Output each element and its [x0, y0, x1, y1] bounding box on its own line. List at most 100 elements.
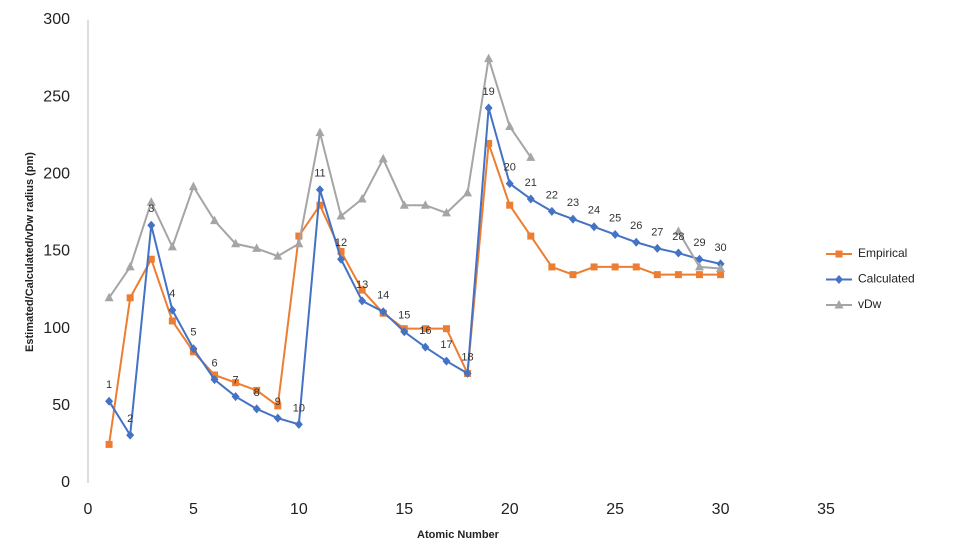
marker — [463, 368, 472, 378]
marker — [674, 248, 683, 258]
marker — [569, 271, 577, 279]
point-label: 9 — [275, 396, 281, 408]
point-label: 3 — [148, 203, 154, 215]
marker — [126, 294, 134, 302]
point-label: 26 — [630, 220, 642, 232]
marker — [146, 197, 156, 206]
point-label: 4 — [169, 288, 175, 300]
marker — [125, 261, 135, 271]
y-tick-label: 100 — [43, 320, 70, 337]
marker — [378, 153, 388, 163]
marker — [252, 243, 262, 252]
point-label: 15 — [398, 310, 410, 322]
marker — [273, 251, 283, 260]
marker — [611, 230, 620, 240]
point-label: 14 — [377, 290, 389, 302]
marker — [547, 206, 556, 216]
marker — [695, 271, 703, 279]
point-label: 30 — [714, 242, 726, 254]
marker — [484, 53, 494, 63]
marker — [527, 232, 535, 240]
marker — [167, 241, 177, 251]
marker — [716, 263, 726, 272]
legend-label: Calculated — [858, 272, 915, 286]
marker — [231, 238, 241, 248]
marker — [294, 238, 304, 248]
marker — [188, 181, 198, 191]
series-line — [108, 58, 721, 299]
marker — [253, 386, 261, 394]
marker — [189, 344, 198, 354]
marker — [506, 201, 514, 209]
marker — [337, 248, 345, 255]
marker — [632, 237, 641, 247]
marker — [104, 292, 114, 302]
marker — [274, 402, 282, 410]
marker — [442, 325, 450, 333]
marker — [400, 327, 409, 337]
marker — [611, 263, 619, 271]
point-label: 18 — [461, 351, 473, 363]
x-tick-label: 10 — [290, 501, 308, 518]
point-label: 1 — [106, 379, 112, 391]
x-tick-label: 30 — [712, 501, 730, 518]
marker — [505, 121, 515, 130]
legend-label: Empirical — [858, 246, 907, 260]
marker — [632, 263, 640, 271]
legend-marker — [835, 275, 843, 284]
marker — [105, 396, 114, 406]
marker — [336, 211, 346, 220]
marker — [358, 296, 367, 306]
point-label: 13 — [356, 279, 368, 291]
marker — [653, 243, 662, 253]
x-tick-label: 35 — [817, 501, 835, 518]
point-label: 8 — [254, 387, 260, 399]
point-label: 7 — [233, 374, 239, 386]
point-label: 6 — [211, 358, 217, 370]
y-tick-label: 0 — [61, 474, 70, 491]
y-axis-title: Estimated/Calculated/vDw radius (pm) — [24, 152, 36, 352]
marker — [337, 254, 346, 264]
marker — [694, 261, 704, 271]
marker — [399, 200, 409, 209]
marker — [231, 392, 240, 402]
marker — [252, 404, 261, 414]
point-label: 10 — [293, 402, 305, 414]
legend-marker — [835, 250, 843, 258]
point-label: 16 — [419, 325, 431, 337]
marker — [105, 440, 113, 448]
marker — [210, 215, 220, 225]
legend-marker — [834, 300, 844, 309]
point-label: 21 — [525, 177, 537, 189]
x-tick-label: 5 — [189, 501, 198, 518]
marker — [548, 263, 556, 271]
y-tick-label: 50 — [52, 397, 70, 414]
marker — [674, 271, 682, 279]
x-tick-label: 25 — [606, 501, 624, 518]
marker — [463, 187, 473, 197]
marker — [357, 194, 367, 203]
point-label: 27 — [651, 226, 663, 238]
point-label: 11 — [314, 168, 325, 180]
marker — [315, 127, 325, 137]
marker — [441, 207, 451, 217]
marker — [211, 371, 219, 379]
marker — [421, 342, 430, 352]
point-label: 2 — [127, 413, 133, 425]
marker — [420, 200, 430, 209]
marker — [232, 379, 240, 387]
marker — [147, 255, 155, 263]
point-label: 19 — [483, 86, 495, 98]
x-tick-label: 20 — [501, 501, 519, 518]
point-label: 5 — [190, 327, 196, 339]
marker — [695, 254, 704, 264]
point-label: 12 — [335, 237, 347, 249]
marker — [526, 152, 536, 161]
marker — [442, 356, 451, 366]
x-tick-label: 0 — [84, 501, 93, 518]
marker — [316, 201, 324, 209]
point-label: 20 — [504, 161, 516, 173]
series-line — [108, 107, 721, 439]
marker — [590, 263, 598, 271]
